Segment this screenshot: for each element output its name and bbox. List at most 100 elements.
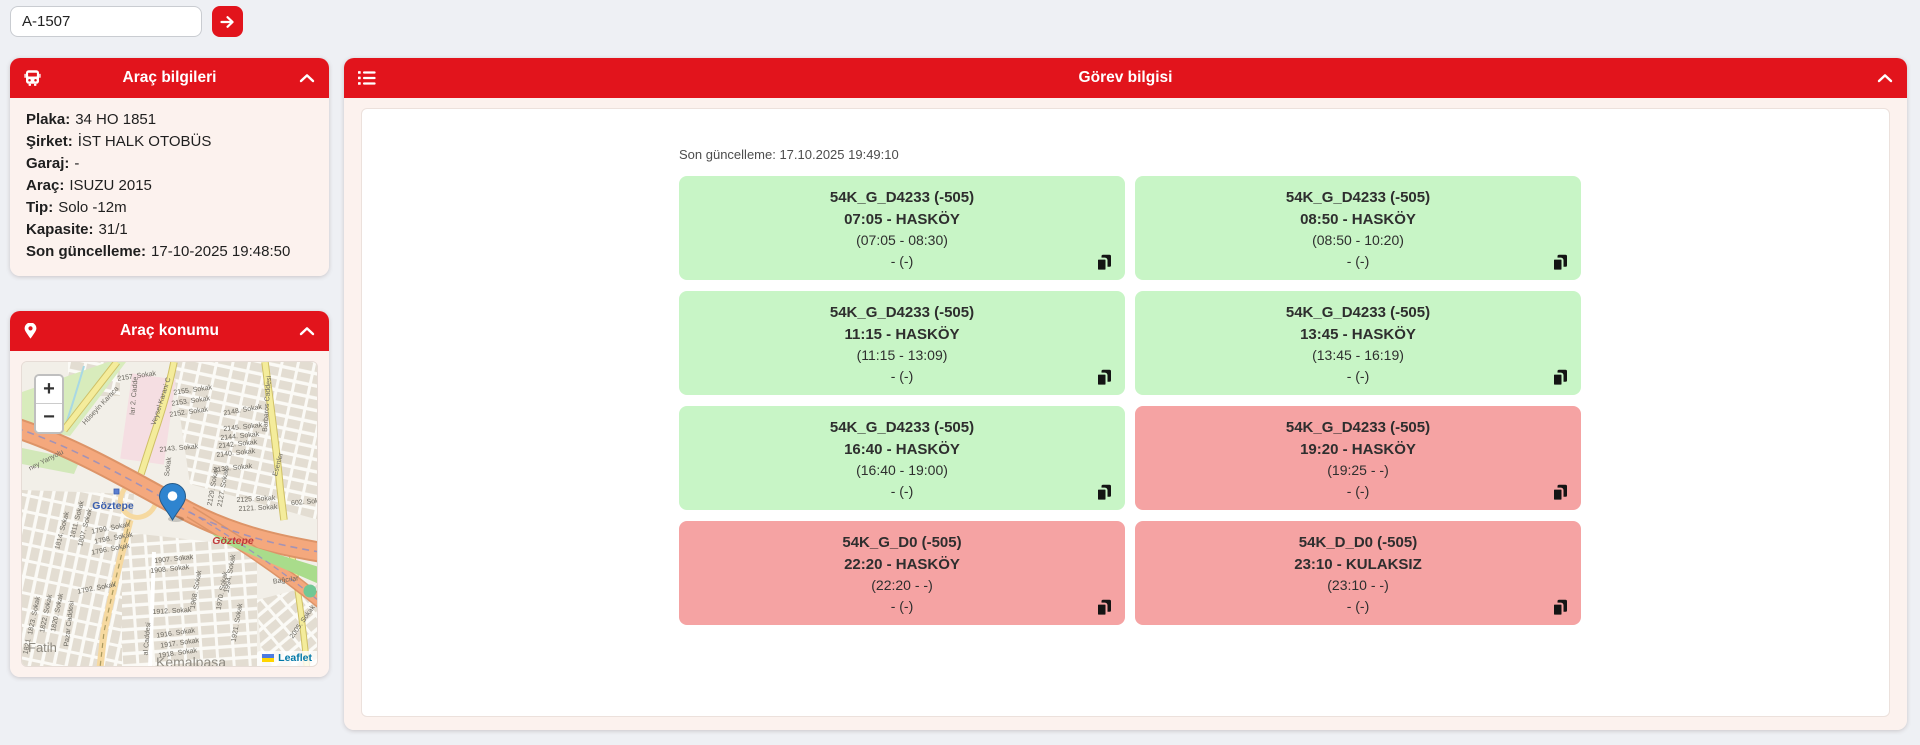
- task-card-text: 22:20 - HASKÖY: [844, 555, 960, 573]
- task-info-header[interactable]: Görev bilgisi: [344, 58, 1907, 98]
- bus-icon: [24, 70, 41, 87]
- task-card-text: 23:10 - KULAKSIZ: [1294, 555, 1422, 573]
- chevron-up-icon[interactable]: [299, 73, 315, 83]
- arrow-right-icon: [220, 15, 234, 28]
- task-card-text: 54K_G_D0 (-505): [842, 534, 962, 551]
- map-street-label: 602. Sok: [291, 498, 318, 507]
- map-zoom-out-button[interactable]: −: [36, 404, 62, 432]
- copy-icon[interactable]: [1096, 254, 1112, 271]
- map-attribution: Leaflet: [257, 651, 317, 666]
- copy-icon[interactable]: [1552, 599, 1568, 616]
- chevron-up-icon[interactable]: [1877, 73, 1893, 83]
- task-card[interactable]: 54K_G_D4233 (-505) 13:45 - HASKÖY (13:45 -…: [1135, 291, 1581, 395]
- task-card-text: (07:05 - 08:30): [856, 232, 948, 248]
- info-field-value: -: [74, 155, 80, 172]
- info-field-label: Kapasite:: [26, 221, 94, 238]
- task-card-text: 54K_G_D4233 (-505): [1285, 419, 1431, 436]
- info-field: Tip: Solo -12m: [26, 197, 313, 219]
- info-field-value: İST HALK OTOBÜS: [77, 133, 212, 150]
- task-card[interactable]: 54K_G_D4233 (-505) 07:05 - HASKÖY (07:05 -…: [679, 176, 1125, 280]
- task-card[interactable]: 54K_D_D0 (-505) 23:10 - KULAKSIZ (23:10 - …: [1135, 521, 1581, 625]
- info-field-value: 34 HO 1851: [75, 111, 157, 128]
- vehicle-location-title: Araç konumu: [119, 322, 220, 339]
- map-body: 2157. Sokak 2155. Sokak 2153. Sokak 2152. S…: [10, 351, 329, 677]
- info-field: Son güncelleme: 17-10-2025 19:48:50: [26, 241, 313, 263]
- info-field: Garaj: -: [26, 153, 313, 175]
- info-field-label: Tip:: [26, 199, 54, 216]
- task-card-text: 54K_G_D4233 (-505): [829, 419, 975, 436]
- task-info-panel: Görev bilgisi Son güncelleme: 17.10.2025…: [344, 58, 1907, 730]
- search-submit-button[interactable]: [212, 6, 243, 37]
- task-card-text: 54K_G_D4233 (-505): [829, 189, 975, 206]
- copy-icon[interactable]: [1552, 254, 1568, 271]
- task-card[interactable]: 54K_G_D4233 (-505) 08:50 - HASKÖY (08:50 -…: [1135, 176, 1581, 280]
- map-street-label: 1908. Sokak: [150, 564, 190, 575]
- task-card-text: 54K_G_D4233 (-505): [1285, 304, 1431, 321]
- leaflet-link[interactable]: Leaflet: [278, 652, 312, 664]
- info-field: Kapasite: 31/1: [26, 219, 313, 241]
- task-card-text: (23:10 - -): [1327, 577, 1389, 593]
- task-card-text: 07:05 - HASKÖY: [844, 210, 960, 228]
- task-card-text: 16:40 - HASKÖY: [844, 440, 960, 458]
- task-card[interactable]: 54K_G_D0 (-505) 22:20 - HASKÖY (22:20 - -)…: [679, 521, 1125, 625]
- info-field: Araç: ISUZU 2015: [26, 175, 313, 197]
- info-field: Plaka: 34 HO 1851: [26, 109, 313, 131]
- copy-icon[interactable]: [1096, 599, 1112, 616]
- map[interactable]: 2157. Sokak 2155. Sokak 2153. Sokak 2152. S…: [21, 361, 318, 667]
- tasks-body: Son güncelleme: 17.10.2025 19:49:10 54K_…: [344, 98, 1907, 730]
- map-street-label: Barbaros Caddesi: [262, 375, 273, 432]
- info-field-label: Son güncelleme:: [26, 243, 147, 260]
- task-card[interactable]: 54K_G_D4233 (-505) 19:20 - HASKÖY (19:25 -…: [1135, 406, 1581, 510]
- copy-icon[interactable]: [1096, 484, 1112, 501]
- vehicle-location-panel: Araç konumu: [10, 311, 329, 677]
- chevron-up-icon[interactable]: [299, 326, 315, 336]
- vehicle-location-header[interactable]: Araç konumu: [10, 311, 329, 351]
- task-card-text: 13:45 - HASKÖY: [1300, 325, 1416, 343]
- map-street-label: 1821: [22, 638, 32, 655]
- task-card-text: - (-): [1346, 482, 1370, 499]
- vehicle-info-fields: Plaka: 34 HO 1851 Şirket: İST HALK OTOBÜS Ga…: [10, 98, 329, 276]
- task-card-text: (16:40 - 19:00): [856, 462, 948, 478]
- task-card-text: (08:50 - 10:20): [1312, 232, 1404, 248]
- task-card-text: - (-): [1346, 597, 1370, 614]
- map-street-label: 2125. Sokak: [236, 495, 276, 504]
- task-card-text: 54K_G_D4233 (-505): [829, 304, 975, 321]
- task-card-text: (13:45 - 16:19): [1312, 347, 1404, 363]
- vehicle-info-panel: Araç bilgileri Plaka: 34 HO 1851 Şirket: İS…: [10, 58, 329, 276]
- task-card-grid: 54K_G_D4233 (-505) 07:05 - HASKÖY (07:05 -…: [679, 176, 1581, 625]
- map-station-label: Göztepe: [92, 500, 134, 512]
- tasks-last-update: Son güncelleme: 17.10.2025 19:49:10: [679, 147, 899, 162]
- copy-icon[interactable]: [1096, 369, 1112, 386]
- info-field-label: Plaka:: [26, 111, 71, 128]
- vehicle-search-input[interactable]: [10, 6, 202, 37]
- copy-icon[interactable]: [1552, 369, 1568, 386]
- map-pin-icon: [24, 323, 37, 339]
- vehicle-info-title: Araç bilgileri: [122, 69, 217, 86]
- map-street-label: Sokak: [164, 456, 173, 477]
- info-field-label: Araç:: [26, 177, 65, 194]
- map-street-label: 1907. Sokak: [154, 554, 194, 565]
- task-card-text: 54K_G_D4233 (-505): [1285, 189, 1431, 206]
- list-icon: [358, 71, 376, 86]
- task-card[interactable]: 54K_G_D4233 (-505) 11:15 - HASKÖY (11:15 -…: [679, 291, 1125, 395]
- map-zoom-control: + −: [34, 374, 64, 434]
- map-zoom-in-button[interactable]: +: [36, 376, 62, 404]
- map-street-label: 2140. Sokak: [216, 448, 256, 459]
- task-card-text: 11:15 - HASKÖY: [844, 325, 960, 343]
- vehicle-marker-icon[interactable]: [158, 483, 187, 521]
- map-street-label: lar 2. Cadde: [129, 376, 139, 415]
- map-street-label: 2144. Sokak: [220, 431, 260, 442]
- task-card[interactable]: 54K_G_D4233 (-505) 16:40 - HASKÖY (16:40 -…: [679, 406, 1125, 510]
- vehicle-info-header[interactable]: Araç bilgileri: [10, 58, 329, 98]
- station-icon: [113, 488, 120, 495]
- map-street-label: 2145. Sokak: [223, 422, 263, 433]
- info-field-label: Garaj:: [26, 155, 70, 172]
- map-street-label: 2121. Sokak: [238, 504, 278, 513]
- info-field-label: Şirket:: [26, 133, 73, 150]
- map-highway-label: Göztepe: [212, 535, 254, 547]
- copy-icon[interactable]: [1552, 484, 1568, 501]
- map-street-label: 2143. Sokak: [159, 443, 199, 453]
- map-district-label: Fatih: [28, 640, 57, 655]
- info-field: Şirket: İST HALK OTOBÜS: [26, 131, 313, 153]
- task-info-title: Görev bilgisi: [1078, 69, 1173, 86]
